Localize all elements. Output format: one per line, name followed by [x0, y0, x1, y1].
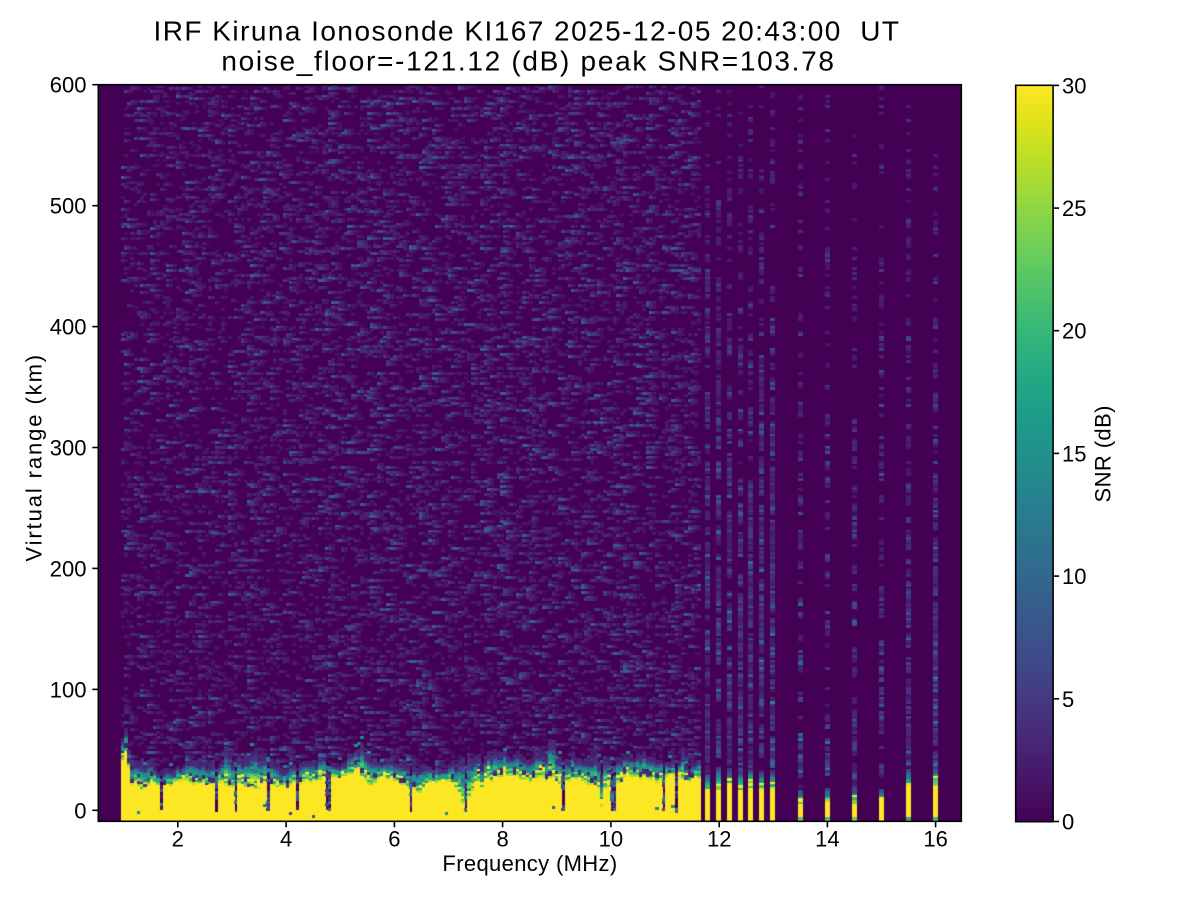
- svg-text:5: 5: [1062, 687, 1074, 712]
- svg-text:Virtual range (km): Virtual range (km): [22, 353, 47, 562]
- svg-text:0: 0: [74, 798, 86, 823]
- svg-text:6: 6: [388, 827, 400, 852]
- svg-text:30: 30: [1062, 73, 1086, 98]
- svg-text:IRF Kiruna Ionosonde KI167 202: IRF Kiruna Ionosonde KI167 2025-12-05 20…: [154, 16, 901, 47]
- svg-text:Frequency (MHz): Frequency (MHz): [442, 851, 617, 876]
- svg-text:20: 20: [1062, 319, 1086, 344]
- svg-text:25: 25: [1062, 196, 1086, 221]
- svg-text:8: 8: [496, 827, 508, 852]
- svg-text:16: 16: [923, 827, 947, 852]
- svg-text:500: 500: [50, 194, 87, 219]
- svg-text:2: 2: [172, 827, 184, 852]
- svg-text:100: 100: [50, 677, 87, 702]
- svg-text:SNR (dB): SNR (dB): [1091, 405, 1116, 502]
- svg-text:600: 600: [50, 73, 87, 98]
- svg-text:10: 10: [1062, 564, 1086, 589]
- svg-text:4: 4: [280, 827, 292, 852]
- svg-text:noise_floor=-121.12 (dB) peak: noise_floor=-121.12 (dB) peak SNR=103.78: [221, 46, 835, 77]
- svg-text:400: 400: [50, 315, 87, 340]
- svg-text:14: 14: [815, 827, 839, 852]
- svg-text:300: 300: [50, 436, 87, 461]
- svg-text:0: 0: [1062, 810, 1074, 835]
- svg-text:200: 200: [50, 556, 87, 581]
- svg-text:15: 15: [1062, 441, 1086, 466]
- svg-text:12: 12: [707, 827, 731, 852]
- svg-text:10: 10: [599, 827, 623, 852]
